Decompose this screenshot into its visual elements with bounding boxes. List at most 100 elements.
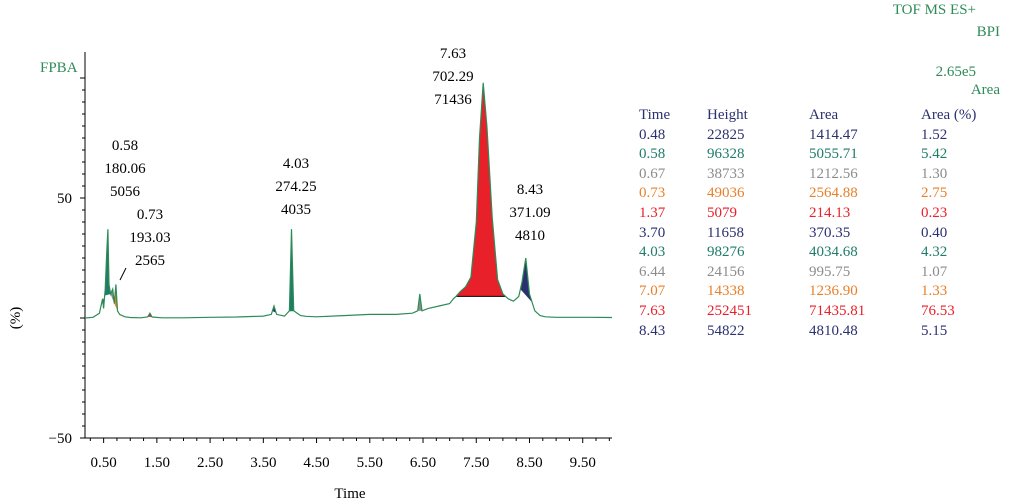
peak-height-cell: 96328 (707, 146, 745, 163)
peak-annotation-8.43: 8.43 371.09 4810 (509, 182, 550, 244)
peak-row: 4.03 98276 4034.68 4.32 (628, 243, 1001, 263)
peak-area-pct-cell: 5.15 (921, 322, 948, 339)
peak-fill-7.63 (456, 82, 506, 297)
peak-area-cell: 2564.88 (809, 185, 858, 202)
x-tick-label: 9.50 (570, 455, 596, 471)
peak-time-cell: 3.70 (639, 224, 666, 241)
peak-row: 6.44 24156 995.75 1.07 (628, 263, 1001, 283)
x-tick-label: 1.50 (144, 455, 170, 471)
annotation-line: 0.73 (137, 207, 163, 223)
peak-height-cell: 49036 (707, 185, 745, 202)
peak-area-cell: 1212.56 (809, 165, 858, 182)
chart-title: FPBA (40, 60, 78, 76)
peak-area-pct-cell: 2.75 (921, 185, 948, 202)
y-tick-label: 50 (57, 191, 72, 207)
peak-row: 3.70 11658 370.35 0.40 (628, 224, 1001, 244)
x-tick-label: 8.50 (516, 455, 542, 471)
ms-mode-label: TOF MS ES+ (892, 2, 976, 18)
annotation-line: 4810 (515, 228, 545, 244)
peak-area-cell: 1236.90 (809, 283, 858, 300)
annotation-line: 274.25 (275, 179, 316, 195)
peak-row: 1.37 5079 214.13 0.23 (628, 204, 1001, 224)
peak-height-cell: 14338 (707, 283, 745, 300)
peak-annotation-4.03: 4.03 274.25 4035 (275, 156, 316, 218)
peak-height-cell: 98276 (707, 244, 745, 261)
peak-row: 7.07 14338 1236.90 1.33 (628, 282, 1001, 302)
annotation-line: 180.06 (104, 161, 146, 177)
y-axis-label: (%) (8, 307, 24, 330)
annotation-leader (119, 267, 127, 281)
annotation-line: 702.29 (432, 69, 473, 85)
peak-row: 0.73 49036 2564.88 2.75 (628, 184, 1001, 204)
peak-area-pct-cell: 5.42 (921, 146, 948, 163)
peak-fill-8.43 (520, 258, 533, 303)
annotation-line: 5056 (110, 184, 141, 200)
peak-area-pct-cell: 1.07 (921, 263, 948, 280)
x-tick-label: 2.50 (197, 455, 223, 471)
chromatogram-chart: FPBA (%) Time 0.50 1.50 2.50 3.50 4.50 5.50 6.… (8, 46, 613, 502)
peak-area-cell: 5055.71 (809, 146, 858, 163)
peak-row: 0.67 38733 1212.56 1.30 (628, 165, 1001, 185)
peak-time-cell: 7.07 (639, 283, 666, 300)
peak-time-cell: 8.43 (639, 322, 666, 339)
annotation-line: 2565 (135, 253, 165, 269)
peak-area-pct-cell: 4.32 (921, 244, 948, 261)
peak-area-cell: 214.13 (809, 204, 851, 221)
peak-height-cell: 38733 (707, 165, 745, 182)
peak-area-pct-cell: 1.30 (921, 165, 948, 182)
col-header-area-pct: Area (%) (921, 107, 977, 123)
peak-area-cell: 995.75 (809, 263, 851, 280)
peak-height-cell: 11658 (707, 224, 744, 241)
x-tick-label: 3.50 (250, 455, 276, 471)
peak-annotation-7.63: 7.63 702.29 71436 (432, 46, 473, 108)
peak-height-cell: 24156 (707, 263, 745, 280)
peak-area-cell: 71435.81 (809, 302, 866, 319)
peak-height-cell: 22825 (707, 126, 745, 143)
annotation-line: 371.09 (509, 205, 550, 221)
peak-area-cell: 4034.68 (809, 244, 858, 261)
annotation-line: 0.58 (112, 138, 138, 154)
peak-area-pct-cell: 0.40 (921, 224, 948, 241)
peak-annotations: 0.58 180.06 5056 0.73 193.03 2565 4.03 274.25 40… (104, 46, 551, 281)
col-header-area: Area (809, 107, 839, 123)
x-tick-label: 0.50 (91, 455, 117, 471)
peak-time-cell: 0.73 (639, 185, 666, 202)
peak-table: Time Height Area Area (%) 0.48 22825 1414.… (628, 106, 1001, 341)
annotation-line: 71436 (434, 92, 472, 108)
peak-row: 0.58 96328 5055.71 5.42 (628, 145, 1001, 165)
peak-time-cell: 0.67 (639, 165, 666, 182)
peak-row: 8.43 54822 4810.48 5.15 (628, 322, 1001, 342)
peak-time-cell: 6.44 (639, 263, 666, 280)
x-tick-label: 7.50 (463, 455, 489, 471)
area-caption: Area (970, 82, 1000, 98)
annotation-line: 193.03 (129, 230, 170, 246)
scale-value: 2.65e5 (935, 64, 976, 80)
peak-height-cell: 5079 (707, 204, 737, 221)
axes: 0.50 1.50 2.50 3.50 4.50 5.50 6.50 7.50 8.50 9.50… (49, 52, 612, 471)
peak-area-cell: 370.35 (809, 224, 851, 241)
annotation-line: 4.03 (283, 156, 309, 172)
peak-annotation-0.73: 0.73 193.03 2565 (129, 207, 170, 269)
peak-annotation-0.58: 0.58 180.06 5056 (104, 138, 146, 200)
col-header-time: Time (639, 107, 671, 123)
x-tick-label: 6.50 (410, 455, 436, 471)
peak-fills (100, 82, 533, 318)
peak-area-pct-cell: 76.53 (921, 302, 955, 319)
peak-time-cell: 7.63 (639, 302, 666, 319)
peak-area-cell: 4810.48 (809, 322, 858, 339)
peak-time-cell: 1.37 (639, 204, 666, 221)
peak-row: 0.48 22825 1414.47 1.52 (628, 126, 1001, 146)
trace-type-label: BPI (976, 24, 1000, 40)
peak-time-cell: 0.58 (639, 146, 666, 163)
peak-area-pct-cell: 0.23 (921, 204, 948, 221)
peak-time-cell: 0.48 (639, 126, 666, 143)
peak-row: 7.63 252451 71435.81 76.53 (628, 302, 1001, 322)
peak-height-cell: 252451 (707, 302, 752, 319)
annotation-line: 4035 (281, 202, 311, 218)
y-tick-label: −50 (49, 431, 72, 447)
annotation-line: 8.43 (517, 182, 543, 198)
peak-table-header: Time Height Area Area (%) (628, 106, 1001, 126)
peak-height-cell: 54822 (707, 322, 745, 339)
peak-area-pct-cell: 1.52 (921, 126, 948, 143)
x-axis-label: Time (334, 486, 365, 502)
